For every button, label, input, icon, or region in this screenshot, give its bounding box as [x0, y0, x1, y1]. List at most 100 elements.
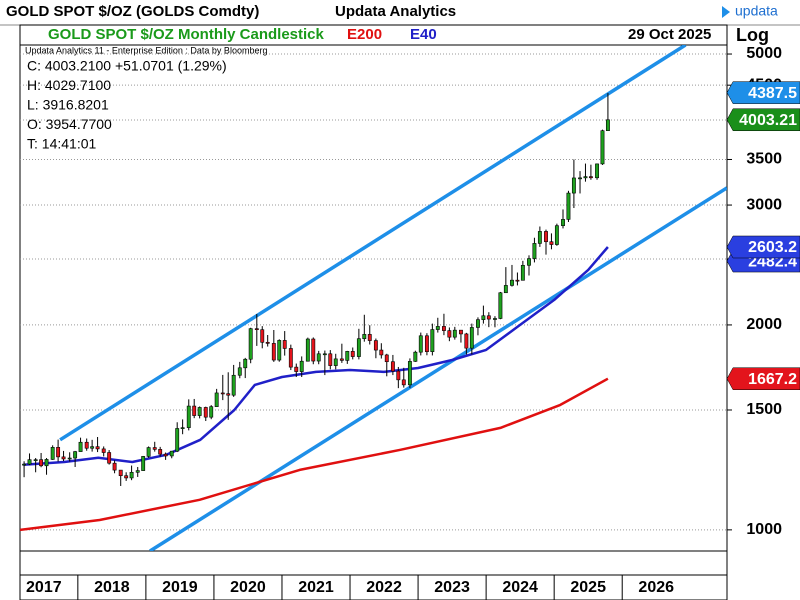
value-tag-label: 4387.5 [748, 85, 797, 102]
y-tick-label: 3500 [746, 151, 782, 168]
candle-body [498, 292, 503, 319]
x-tick-label: 2025 [570, 579, 606, 596]
candle-body [78, 441, 83, 452]
candle-body [277, 340, 282, 361]
candle-body [401, 379, 406, 386]
candle-body [520, 264, 525, 281]
candle-body [345, 351, 350, 361]
candle-body [288, 348, 293, 368]
legend-entry: E200 [347, 26, 382, 43]
x-tick-label: 2019 [162, 579, 198, 596]
candle-body [39, 459, 44, 467]
candle-body [571, 177, 576, 194]
candle-body [135, 470, 140, 473]
info-line: T: 14:41:01 [27, 136, 96, 152]
info-line: H: 4029.7100 [27, 77, 111, 93]
candle-body [101, 448, 106, 453]
candle-body [158, 449, 163, 455]
candle-body [316, 353, 321, 362]
value-tag-label: 4003.21 [739, 112, 797, 129]
candle-body [124, 475, 129, 479]
candle-body [203, 407, 208, 418]
value-tag [726, 81, 800, 104]
candle-body [339, 358, 344, 361]
candle-body [333, 358, 338, 366]
candle-body [583, 176, 588, 179]
candle-body [243, 358, 248, 369]
candle-body [390, 361, 395, 372]
candle-body [67, 457, 72, 460]
moving-average [23, 246, 609, 467]
candle-body [61, 456, 66, 460]
candle-body [299, 360, 304, 372]
candle-body [118, 469, 123, 477]
candle-body [107, 452, 112, 464]
candle-body [305, 338, 310, 362]
trend-line [59, 45, 687, 442]
candle-body [90, 446, 95, 449]
candle-body [527, 258, 531, 266]
candle-body [95, 446, 100, 450]
candle-body [459, 329, 463, 335]
candle-body [22, 463, 27, 466]
y-tick-label: 5000 [746, 45, 782, 62]
candle-body [430, 329, 435, 352]
info: C: 4003.2100 +51.0701 (1.29%) H: 4029.710… [27, 58, 227, 152]
candle-body [152, 447, 157, 450]
candle-body [180, 427, 185, 429]
candle-body [452, 329, 457, 338]
candle-body [578, 177, 582, 180]
x-tick-label: 2022 [366, 579, 402, 596]
value-tag [726, 235, 800, 259]
candle-body [112, 462, 117, 471]
logo-text: updata [735, 3, 778, 19]
logo: updata [722, 3, 778, 19]
moving-average [20, 377, 609, 532]
candle-body [192, 405, 197, 416]
plot [20, 45, 727, 551]
candle-body [367, 334, 372, 341]
candle-body [515, 279, 520, 282]
info-line: O: 3954.7700 [27, 116, 112, 132]
candle-body [464, 333, 469, 349]
candle-body [322, 353, 327, 356]
value-tag [726, 108, 800, 132]
candle-body [532, 243, 537, 259]
scale-label: Log [736, 25, 769, 45]
legend-date: 29 Oct 2025 [628, 26, 711, 43]
candle-body [384, 354, 389, 363]
candle-body [56, 447, 61, 458]
value-tag-label: 1667.2 [748, 371, 797, 388]
candle-body [169, 450, 174, 457]
candle-body [510, 279, 514, 286]
candle-body [248, 328, 253, 360]
candle-body [424, 335, 429, 352]
candle-body [50, 447, 55, 460]
candle-body [373, 340, 378, 351]
y-tick-label: 2000 [746, 316, 782, 333]
candle-body [197, 407, 202, 416]
info-line: L: 3916.8201 [27, 97, 109, 113]
legend-entry: E40 [410, 26, 437, 43]
candle-body [549, 241, 554, 245]
candle-body [441, 326, 446, 331]
candle-body [566, 192, 571, 220]
candle-body [141, 456, 146, 471]
x-tick-label: 2017 [26, 579, 62, 596]
y-tick-label: 1500 [746, 401, 782, 418]
candle-body [486, 315, 491, 320]
candle-body [503, 285, 508, 294]
candle-body [73, 451, 78, 459]
value-tag [726, 367, 800, 390]
candle-body [481, 315, 486, 320]
candle-body [231, 374, 236, 396]
candle-body [186, 405, 191, 428]
candle-body [605, 119, 610, 131]
candle-body [413, 351, 418, 362]
candle-body [44, 459, 49, 467]
header-title: GOLD SPOT $/OZ (GOLDS Comdty) [6, 3, 259, 20]
candle-body [595, 163, 599, 179]
candle-body [396, 370, 401, 381]
candle-body [554, 225, 559, 245]
plot-frame [19, 24, 728, 600]
